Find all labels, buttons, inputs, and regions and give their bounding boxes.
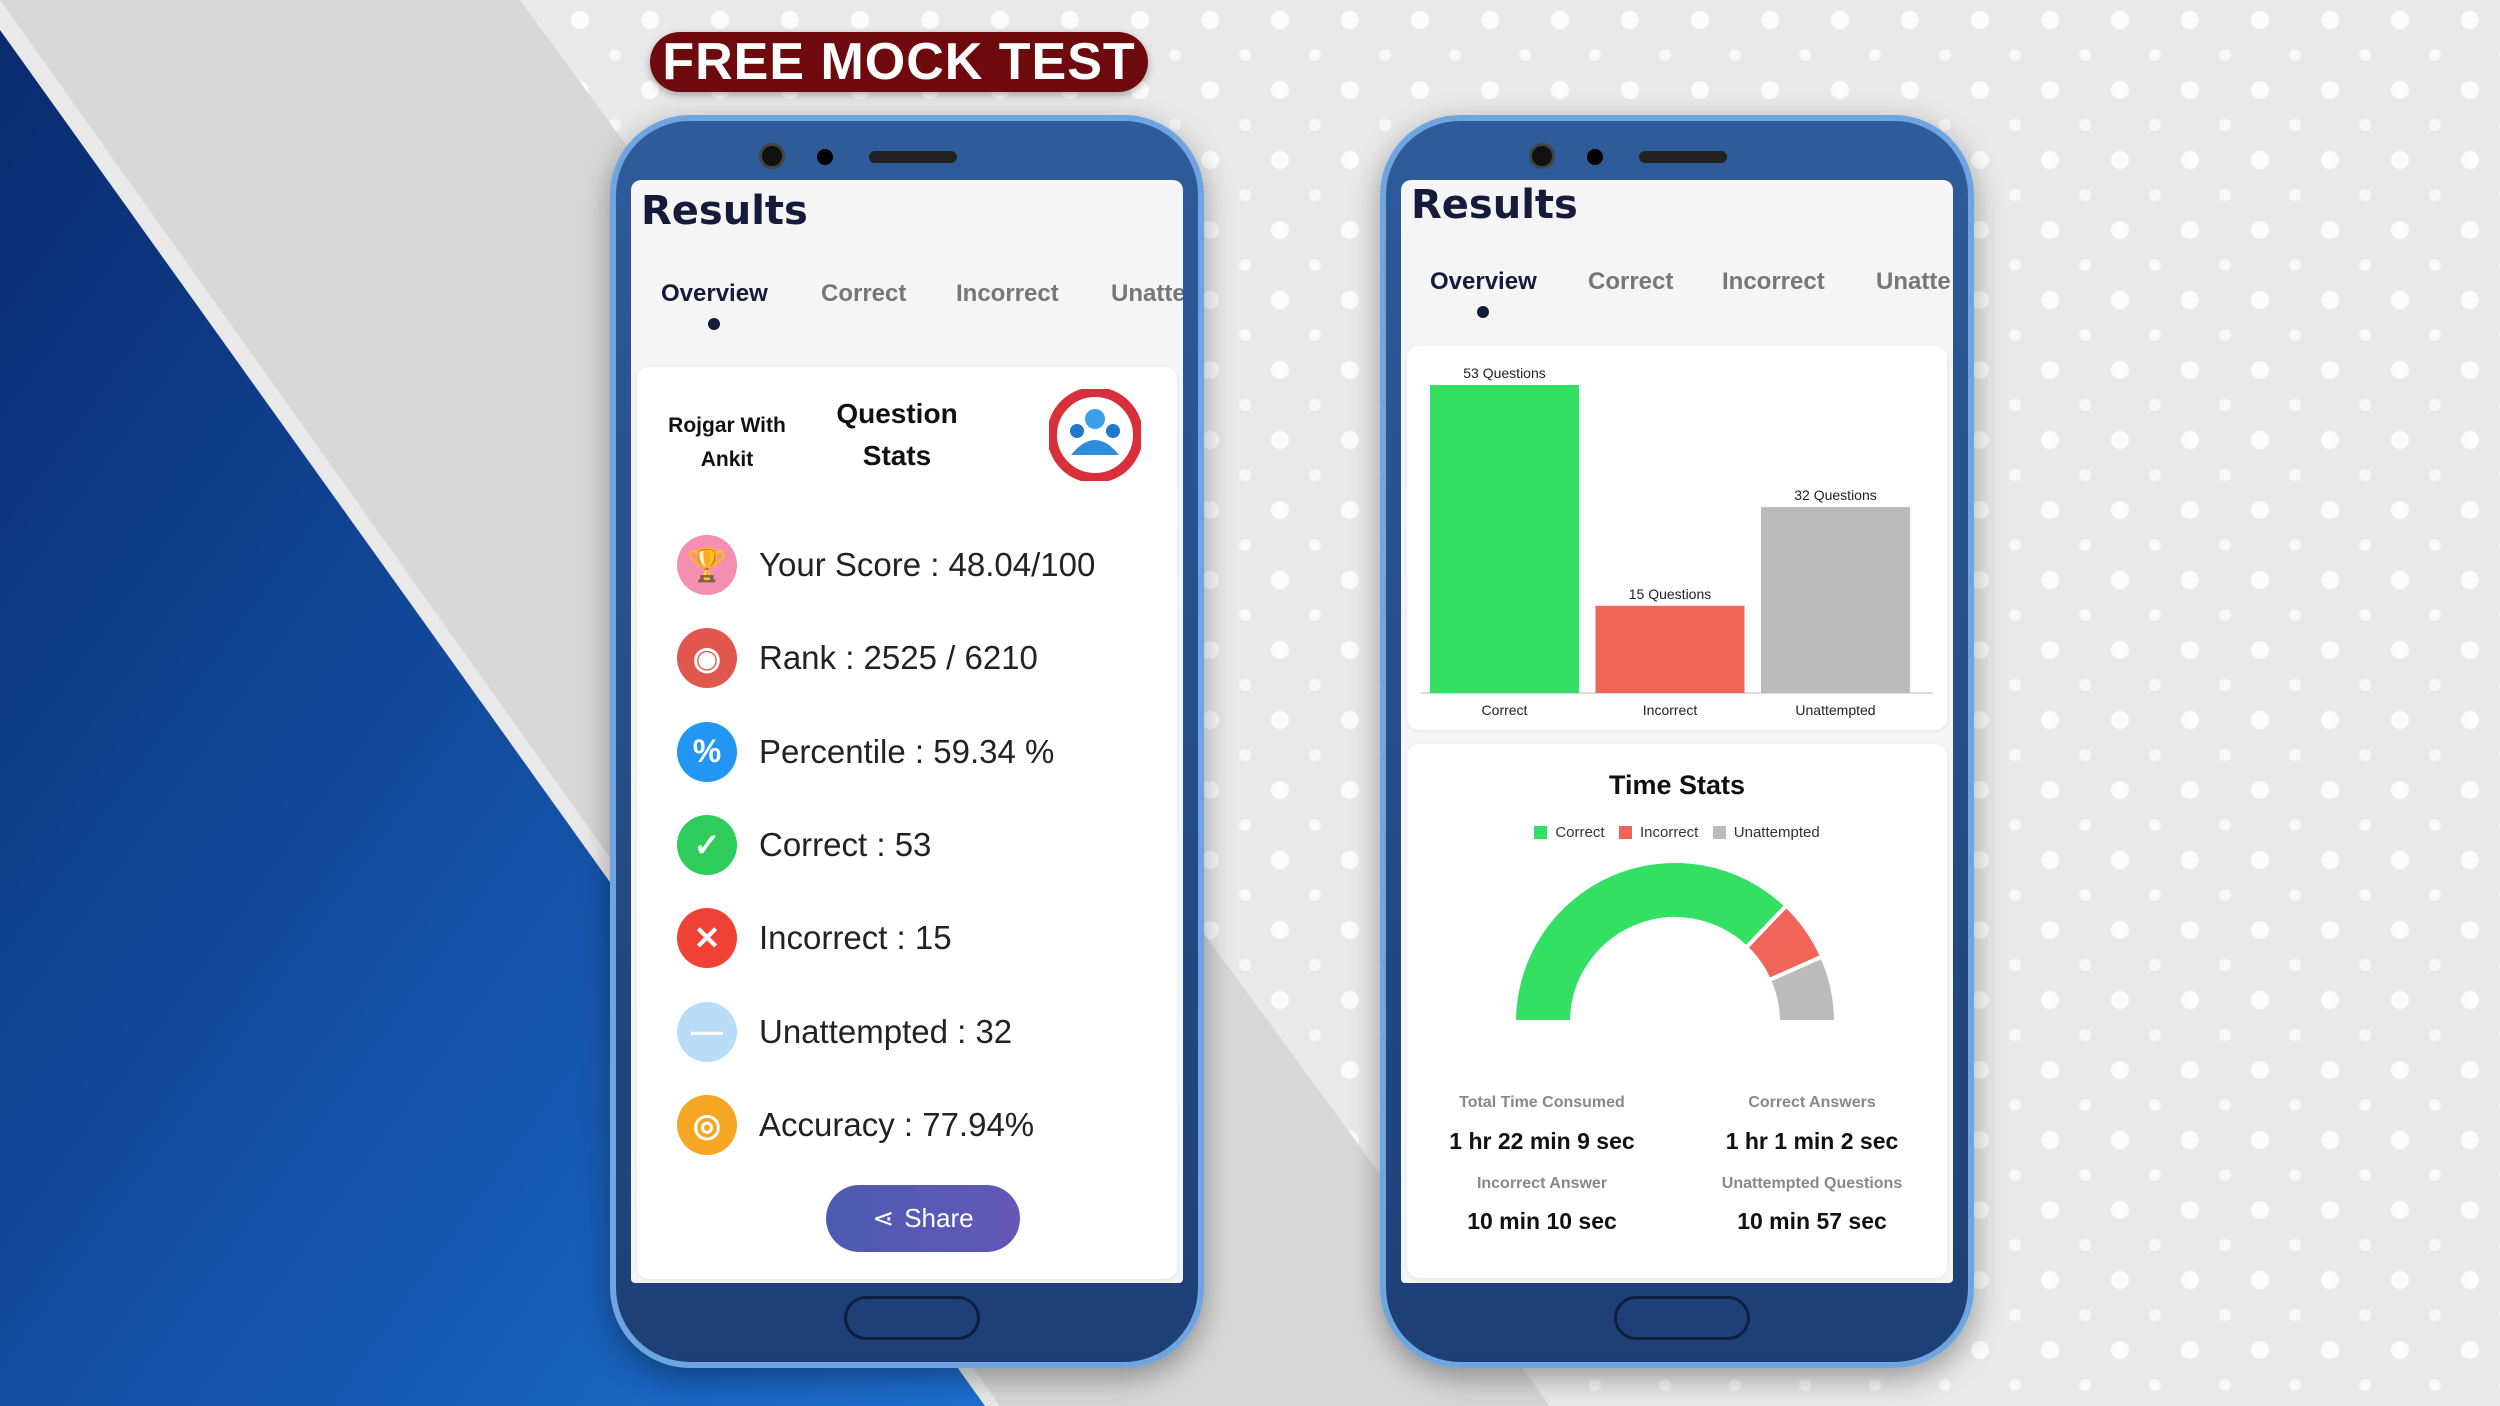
tab-overview[interactable]: Overview — [661, 280, 768, 330]
bar-unattempted — [1761, 507, 1910, 693]
minus-icon: — — [677, 1001, 737, 1062]
legend-correct: Correct — [1534, 824, 1605, 841]
unattempted-time-value: 10 min 57 sec — [1737, 1208, 1887, 1234]
brand-name: Rojgar With Ankit — [668, 414, 786, 471]
target-icon: ◉ — [677, 628, 737, 689]
camera-icon — [1529, 143, 1555, 169]
incorrect-time-value: 10 min 10 sec — [1467, 1208, 1617, 1234]
home-button[interactable] — [844, 1296, 980, 1340]
x-tick-label: Unattempted — [1795, 702, 1875, 718]
percent-icon: % — [677, 721, 737, 782]
stat-row: ◎ Accuracy : 77.94% — [677, 1094, 1035, 1155]
legend-incorrect: Incorrect — [1618, 824, 1698, 841]
question-stats-card: Rojgar With Ankit Question Stats 🏆 Your S… — [637, 367, 1177, 1279]
stat-text: Rank : 2525 / 6210 — [759, 639, 1038, 677]
rojgar-ankit-logo — [1049, 389, 1141, 481]
phone-right: Results Overview Correct Incorrect Unatt… — [1380, 115, 1974, 1368]
question-bar-chart: 53 Questions Correct 15 Questions Incorrect… — [1421, 365, 1933, 718]
stat-row: ✕ Incorrect : 15 — [677, 908, 952, 969]
trophy-icon: 🏆 — [677, 535, 737, 595]
correct-time-value: 1 hr 1 min 2 sec — [1725, 1128, 1899, 1154]
free-mock-test-banner: FREE MOCK TEST — [650, 32, 1148, 92]
time-stats-card: Time Stats Correct Incorrect Unattempted… — [1407, 744, 1947, 1278]
tab-unattempted[interactable]: Unatte — [1111, 280, 1183, 307]
phone-left: Results Overview Correct Incorrect Unatt… — [610, 115, 1204, 1368]
share-button[interactable]: ⋖ Share — [826, 1185, 1020, 1252]
gauge-segment-correct — [1511, 859, 1790, 1024]
bar-incorrect — [1595, 605, 1745, 693]
gauge-legend: Correct Incorrect Unattempted — [1407, 824, 1947, 844]
tab-bar: Overview Correct Incorrect Unatte — [631, 280, 1183, 340]
check-icon: ✓ — [677, 814, 737, 875]
camera-icon — [759, 143, 785, 169]
bullseye-icon: ◎ — [677, 1094, 737, 1155]
bar-data-label: 15 Questions — [1629, 586, 1712, 602]
total-time-value: 1 hr 22 min 9 sec — [1449, 1128, 1635, 1154]
stat-text: Unattempted : 32 — [759, 1012, 1013, 1050]
stat-row: % Percentile : 59.34 % — [677, 721, 1055, 782]
stat-row: — Unattempted : 32 — [677, 1001, 1013, 1062]
stat-text: Accuracy : 77.94% — [759, 1105, 1035, 1143]
stat-text: Incorrect : 15 — [759, 919, 952, 957]
speaker-grille — [869, 151, 957, 163]
stat-row: ✓ Correct : 53 — [677, 814, 932, 875]
stat-text: Correct : 53 — [759, 825, 932, 863]
card-heading: Question Stats — [836, 398, 958, 471]
tab-unattempted[interactable]: Unatte — [1876, 268, 1951, 295]
tab-incorrect[interactable]: Incorrect — [1722, 268, 1825, 295]
tab-incorrect[interactable]: Incorrect — [956, 280, 1059, 307]
page-title: Results — [641, 188, 808, 234]
tab-correct[interactable]: Correct — [821, 280, 907, 307]
tab-correct[interactable]: Correct — [1588, 268, 1674, 295]
total-time-label: Total Time Consumed — [1459, 1094, 1625, 1111]
bar-data-label: 32 Questions — [1794, 487, 1877, 503]
time-stats-title: Time Stats — [1608, 770, 1746, 800]
share-label: Share — [904, 1203, 974, 1233]
bar-data-label: 53 Questions — [1463, 365, 1546, 381]
tab-overview[interactable]: Overview — [1430, 268, 1537, 318]
bar-correct — [1430, 385, 1579, 693]
correct-time-label: Correct Answers — [1748, 1094, 1876, 1111]
speaker-grille — [1639, 151, 1727, 163]
x-tick-label: Correct — [1482, 702, 1528, 718]
screen: Results Overview Correct Incorrect Unatt… — [631, 180, 1183, 1283]
home-button[interactable] — [1614, 1296, 1750, 1340]
unattempted-time-label: Unattempted Questions — [1721, 1175, 1903, 1192]
stat-text: Your Score : 48.04/100 — [759, 546, 1096, 583]
screen: Results Overview Correct Incorrect Unatt… — [1401, 180, 1953, 1283]
share-icon: ⋖ — [872, 1203, 895, 1233]
tab-bar: Overview Correct Incorrect Unatte — [1401, 268, 1953, 328]
sensor-icon — [1587, 149, 1603, 165]
stat-text: Percentile : 59.34 % — [759, 732, 1055, 770]
incorrect-time-label: Incorrect Answer — [1476, 1175, 1608, 1192]
question-bar-chart-card: 53 Questions Correct 15 Questions Incorrect… — [1407, 346, 1947, 730]
stat-row: ◉ Rank : 2525 / 6210 — [677, 628, 1038, 689]
stat-row: 🏆 Your Score : 48.04/100 — [677, 535, 1095, 595]
close-icon: ✕ — [677, 908, 737, 969]
sensor-icon — [817, 149, 833, 165]
gauge-segment-unattempted — [1766, 953, 1839, 1024]
legend-unattempted: Unattempted — [1712, 824, 1820, 841]
time-gauge-chart — [1511, 859, 1839, 1024]
x-tick-label: Incorrect — [1643, 702, 1698, 718]
page-title: Results — [1411, 182, 1578, 228]
